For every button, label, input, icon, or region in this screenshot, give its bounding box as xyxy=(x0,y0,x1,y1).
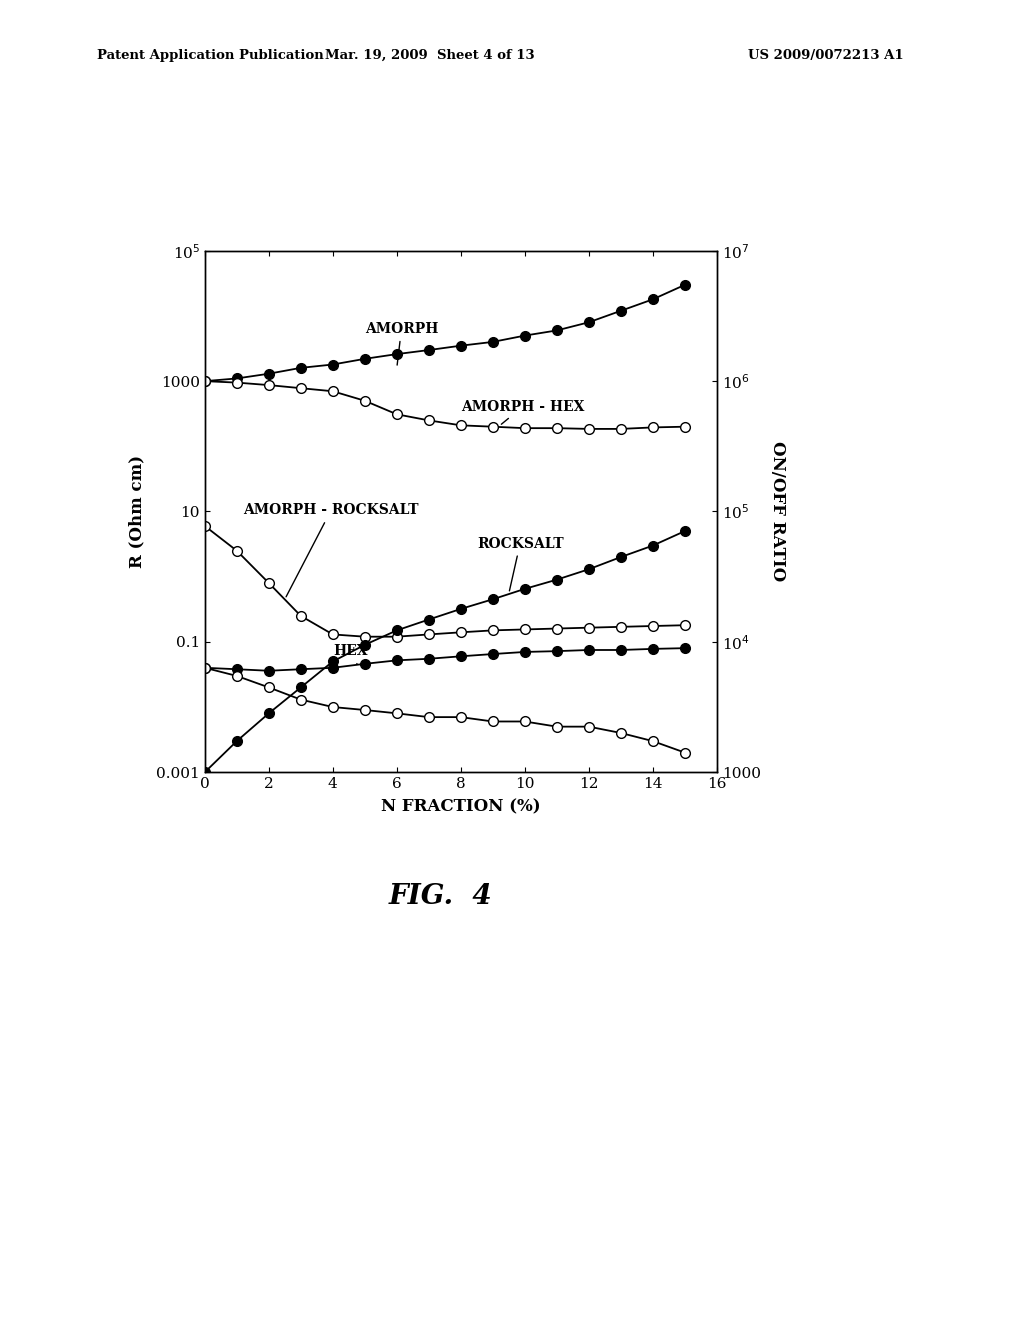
Y-axis label: ON/OFF RATIO: ON/OFF RATIO xyxy=(769,441,785,582)
Text: AMORPH: AMORPH xyxy=(365,322,438,366)
Text: FIG.  4: FIG. 4 xyxy=(388,883,493,911)
Text: US 2009/0072213 A1: US 2009/0072213 A1 xyxy=(748,49,903,62)
Text: Mar. 19, 2009  Sheet 4 of 13: Mar. 19, 2009 Sheet 4 of 13 xyxy=(326,49,535,62)
Text: AMORPH - HEX: AMORPH - HEX xyxy=(461,400,584,424)
Text: HEX: HEX xyxy=(333,644,368,664)
Y-axis label: R (Ohm cm): R (Ohm cm) xyxy=(128,455,145,568)
X-axis label: N FRACTION (%): N FRACTION (%) xyxy=(381,799,541,814)
Text: AMORPH - ROCKSALT: AMORPH - ROCKSALT xyxy=(244,503,419,597)
Text: Patent Application Publication: Patent Application Publication xyxy=(97,49,324,62)
Text: ROCKSALT: ROCKSALT xyxy=(477,536,563,591)
